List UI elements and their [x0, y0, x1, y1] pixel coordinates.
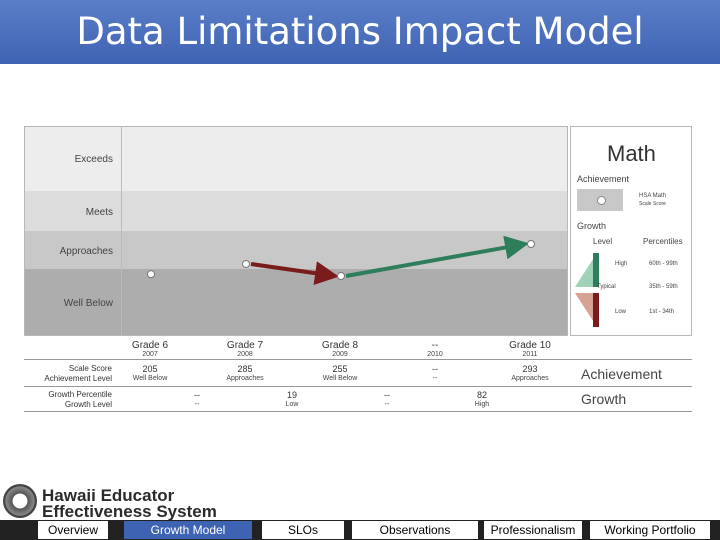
- legend-score-text2: Scale Score: [639, 201, 666, 207]
- legend-growth-label: Growth: [577, 221, 607, 231]
- row-label-scale-score: Scale Score: [68, 364, 112, 373]
- grade-label-6: Grade 6 2007: [131, 340, 169, 358]
- row-label-achievement-level: Achievement Level: [44, 374, 112, 383]
- band-label-exceeds: Exceeds: [74, 154, 113, 165]
- score-point: [337, 272, 345, 280]
- cell-score-7: 285 Approaches: [226, 364, 264, 382]
- cell-growth-8-9: -- --: [384, 390, 390, 408]
- score-point: [527, 240, 535, 248]
- page-title: Data Limitations Impact Model: [76, 10, 644, 53]
- growth-arrow-high: [345, 235, 529, 278]
- cell-score-8: 255 Well Below: [322, 364, 358, 382]
- nav-growth-model[interactable]: Growth Model: [124, 521, 252, 539]
- legend-range-typical: 35th - 59th: [649, 284, 678, 290]
- state-seal-icon: [3, 484, 37, 518]
- nav-overview[interactable]: Overview: [38, 521, 108, 539]
- legend-percentiles-header: Percentiles: [643, 237, 683, 246]
- legend-range-high: 60th - 99th: [649, 261, 678, 267]
- legend-panel: Math Achievement HSA Math Scale Score Gr…: [570, 126, 692, 336]
- cell-growth-9-10: 82 High: [474, 390, 490, 408]
- nav-slos[interactable]: SLOs: [262, 521, 344, 539]
- growth-plot: [147, 235, 535, 286]
- logo-line-1: Hawaii Educator: [42, 486, 175, 505]
- legend-level-header: Level: [593, 237, 613, 246]
- row-caption-growth: Growth: [581, 391, 627, 407]
- band-label-approaches: Approaches: [59, 246, 113, 257]
- band-approaches: [25, 231, 567, 269]
- grade-label-10: Grade 10 2011: [509, 340, 551, 358]
- score-point: [147, 270, 155, 279]
- table-rule-top: [24, 359, 692, 360]
- legend-range-low: 1st - 34th: [649, 309, 675, 315]
- table-rule-mid: [24, 386, 692, 387]
- growth-arrow-low: [250, 261, 339, 286]
- nav-working-portfolio[interactable]: Working Portfolio: [590, 521, 710, 539]
- row-caption-achievement: Achievement: [581, 366, 662, 382]
- grade-label-7: Grade 7 2008: [226, 340, 264, 358]
- legend-level-typical: Typical: [597, 284, 616, 290]
- legend-achievement-label: Achievement: [577, 174, 630, 184]
- legend-score-text: HSA Math: [639, 193, 667, 199]
- achievement-chart: Exceeds Meets Approaches Well Below: [24, 126, 568, 336]
- legend-title: Math: [607, 141, 656, 166]
- band-meets: [25, 191, 567, 231]
- axis-divider: [121, 127, 122, 335]
- grade-label-8: Grade 8 2009: [321, 340, 359, 358]
- table-rule-bottom: [24, 411, 692, 412]
- legend-level-low: Low: [615, 309, 627, 315]
- score-point: [242, 260, 250, 268]
- nav-professionalism[interactable]: Professionalism: [484, 521, 582, 539]
- grade-label-9: -- 2010: [427, 340, 443, 358]
- cell-score-9: -- --: [432, 364, 438, 382]
- legend-level-high: High: [615, 261, 628, 267]
- legend-score-swatch: [577, 189, 623, 211]
- cell-score-10: 293 Approaches: [511, 364, 549, 382]
- band-exceeds: [25, 127, 567, 191]
- cell-score-6: 205 Well Below: [132, 364, 168, 382]
- band-label-well-below: Well Below: [63, 298, 113, 309]
- growth-level-icon: [575, 253, 599, 327]
- band-well-below: [25, 269, 567, 335]
- nav-observations[interactable]: Observations: [352, 521, 478, 539]
- row-label-growth-percentile: Growth Percentile: [48, 390, 112, 399]
- band-label-meets: Meets: [85, 207, 113, 218]
- legend-point-icon: [597, 196, 606, 205]
- cell-growth-6-7-a: -- --: [194, 390, 200, 408]
- row-label-growth-level: Growth Level: [64, 400, 112, 409]
- title-bar: [0, 0, 720, 64]
- cell-growth-7-8: 19 Low: [285, 390, 299, 408]
- logo-line-2: Effectiveness System: [42, 502, 217, 521]
